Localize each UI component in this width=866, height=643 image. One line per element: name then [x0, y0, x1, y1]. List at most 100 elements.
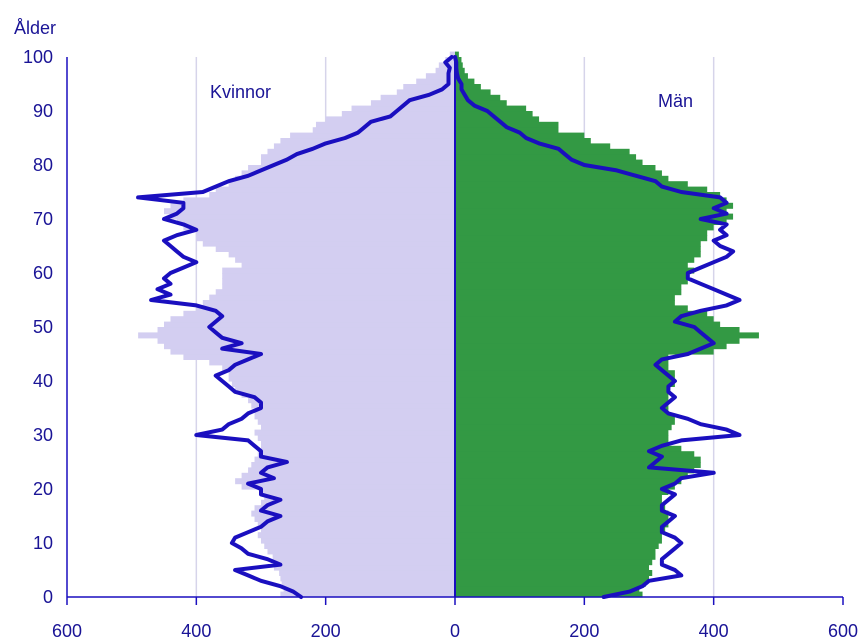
- man-bar: [455, 521, 669, 528]
- kvinnor-bar: [273, 143, 455, 150]
- kvinnor-bar: [281, 580, 455, 587]
- kvinnor-bar: [283, 586, 455, 593]
- man-bar: [455, 543, 659, 549]
- man-bar: [455, 240, 701, 247]
- man-bar: [455, 321, 721, 328]
- kvinnor-bar: [248, 397, 455, 404]
- man-bar: [455, 159, 643, 166]
- man-bar: [455, 143, 611, 150]
- kvinnor-bar: [164, 208, 455, 215]
- kvinnor-bar: [270, 559, 455, 566]
- kvinnor-bar: [228, 370, 455, 377]
- man-bar: [455, 262, 688, 269]
- y-tick-label: 60: [33, 263, 53, 283]
- kvinnor-bar: [257, 435, 455, 441]
- kvinnor-bar: [222, 364, 455, 371]
- man-bar: [455, 397, 669, 404]
- man-bar: [455, 467, 695, 474]
- y-tick-label: 20: [33, 479, 53, 499]
- man-bar: [455, 62, 463, 69]
- series-lines: [136, 55, 742, 599]
- kvinnor-bar: [222, 283, 455, 290]
- kvinnor-bar: [241, 391, 455, 398]
- man-bar: [455, 175, 669, 182]
- kvinnor-bars: [138, 51, 456, 598]
- man-bar: [455, 483, 675, 490]
- man-bar: [455, 202, 734, 209]
- man-bar: [455, 132, 585, 139]
- man-bar: [455, 273, 688, 279]
- man-bar: [455, 300, 675, 306]
- kvinnor-bar: [183, 310, 455, 317]
- man-bar: [455, 100, 507, 107]
- axes: [66, 57, 844, 605]
- man-bar: [455, 402, 669, 409]
- man-bar: [455, 429, 669, 436]
- man-bar: [455, 451, 695, 458]
- kvinnor-bar: [396, 89, 455, 96]
- kvinnor-bar: [222, 278, 455, 285]
- kvinnor-bar: [257, 521, 455, 528]
- man-bar: [455, 138, 591, 144]
- man-bar: [455, 84, 481, 90]
- man-bar: [455, 532, 662, 539]
- man-bar: [455, 337, 740, 344]
- kvinnor-bar: [261, 424, 455, 431]
- kvinnor-bar: [209, 192, 455, 198]
- man-bar: [455, 57, 462, 63]
- kvinnor-bar: [176, 219, 455, 225]
- man-bar: [455, 526, 666, 533]
- kvinnor-bar: [251, 510, 455, 517]
- x-tick-label: 0: [450, 621, 460, 641]
- kvinnor-bar: [261, 159, 455, 166]
- man-bar: [455, 73, 468, 80]
- y-tick-labels: 0 10 20 30 40 50 60 70 80 90 100: [23, 47, 53, 607]
- man-bar: [455, 413, 675, 420]
- man-bar: [455, 283, 682, 290]
- man-bar: [455, 154, 637, 161]
- legend-man: Män: [658, 91, 693, 111]
- man-bar: [455, 289, 682, 296]
- kvinnor-bar: [235, 256, 455, 263]
- kvinnor-bar: [215, 186, 455, 193]
- kvinnor-bar: [251, 462, 455, 468]
- y-tick-label: 50: [33, 317, 53, 337]
- kvinnor-bar: [157, 327, 456, 333]
- kvinnor-bar: [435, 67, 455, 74]
- kvinnor-bar: [241, 483, 455, 490]
- kvinnor-bar: [241, 170, 455, 177]
- man-bar: [455, 586, 640, 593]
- y-tick-label: 90: [33, 101, 53, 121]
- kvinnor-bar: [170, 213, 455, 220]
- kvinnor-bar: [183, 354, 455, 360]
- man-bar: [455, 78, 475, 85]
- kvinnor-bar: [261, 445, 455, 452]
- kvinnor-bar: [261, 489, 455, 495]
- kvinnor-bar: [196, 235, 456, 242]
- kvinnor-bar: [261, 154, 455, 161]
- x-tick-label: 400: [181, 621, 211, 641]
- man-bar: [455, 67, 465, 74]
- man-bar: [455, 391, 669, 398]
- man-bar: [455, 224, 714, 231]
- kvinnor-bar: [261, 526, 455, 533]
- man-bar: [455, 186, 708, 193]
- kvinnor-bar: [138, 332, 455, 339]
- kvinnor-bar: [170, 316, 455, 323]
- man-bar: [455, 456, 701, 463]
- man-bar: [455, 462, 701, 468]
- kvinnor-bar: [170, 202, 455, 209]
- y-tick-label: 10: [33, 533, 53, 553]
- kvinnor-bar: [196, 305, 456, 312]
- kvinnor-bar: [231, 381, 455, 387]
- kvinnor-bar: [254, 413, 455, 420]
- kvinnor-bar: [254, 408, 455, 414]
- kvinnor-bar: [164, 343, 455, 350]
- man-bar: [455, 418, 675, 425]
- man-bar: [455, 327, 740, 333]
- kvinnor-bar: [279, 570, 455, 576]
- man-bar: [455, 386, 669, 393]
- man-bar: [455, 494, 662, 501]
- kvinnor-bar: [315, 121, 455, 128]
